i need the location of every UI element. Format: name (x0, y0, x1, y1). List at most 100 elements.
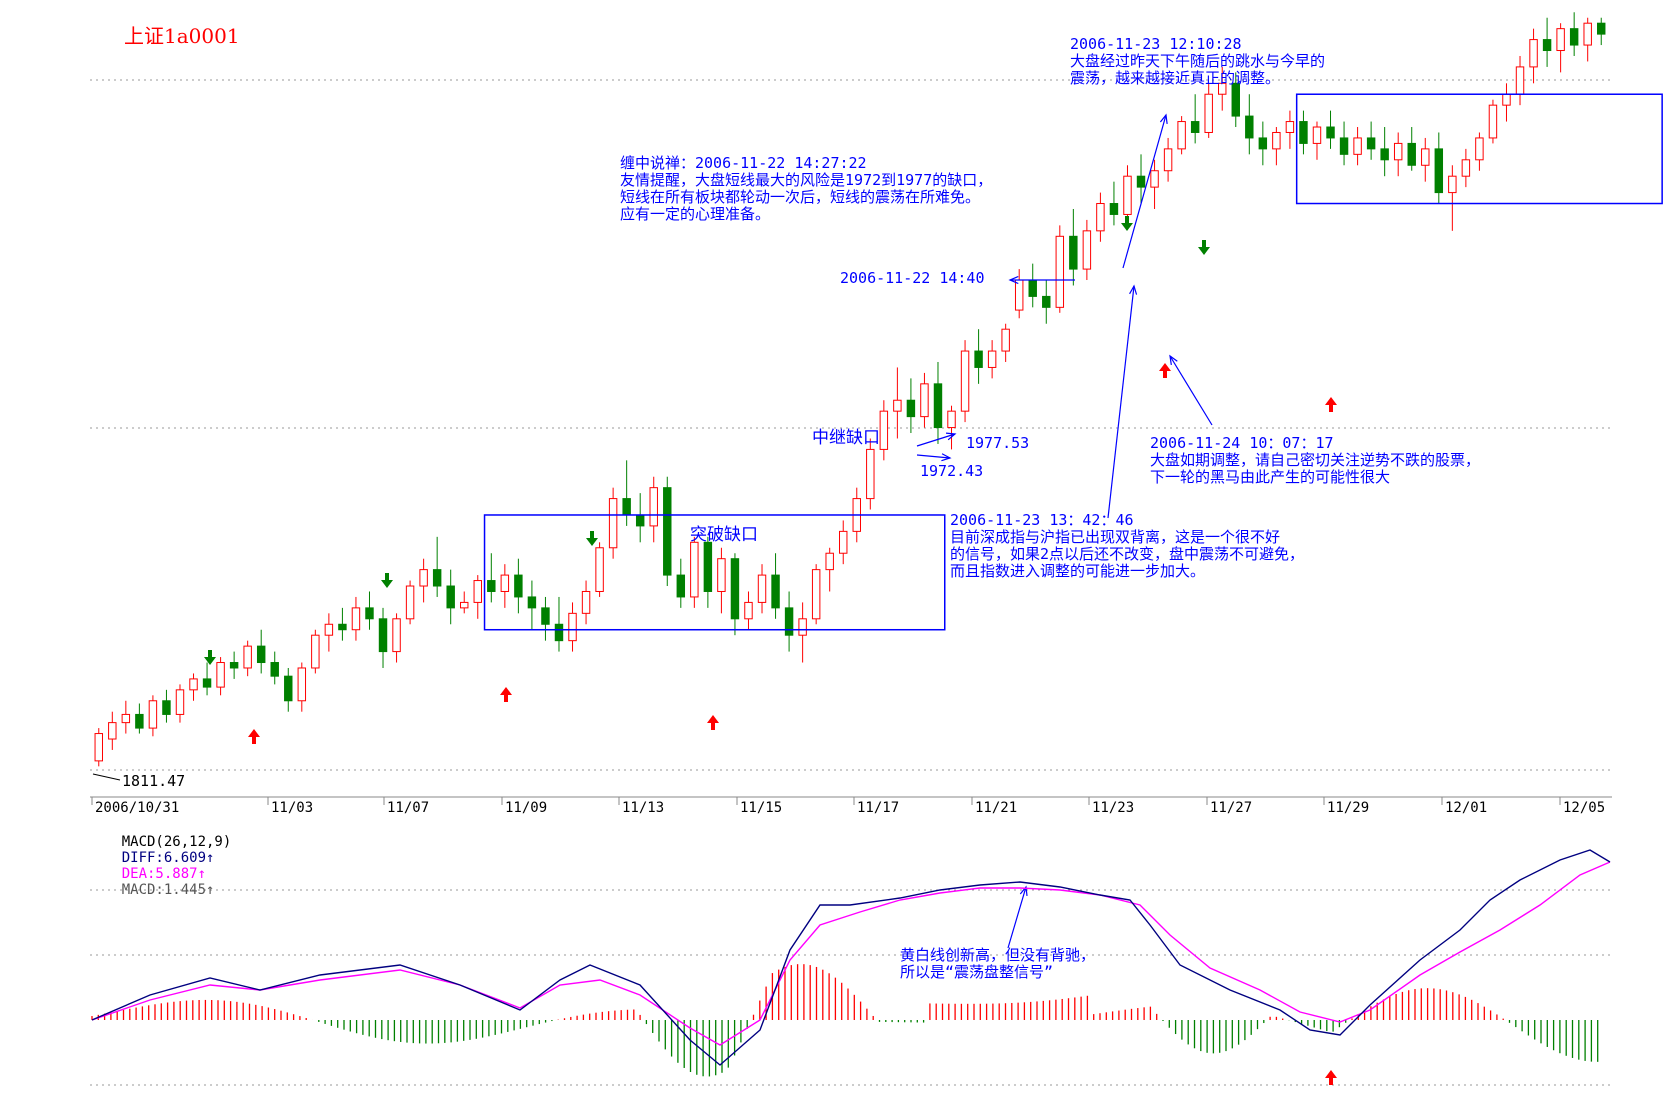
sell-arrow-shaft (1125, 216, 1129, 224)
candle-body (121, 713, 131, 724)
annotation-line: 震荡，越来越接近真正的调整。 (1070, 69, 1281, 87)
candle-body (1042, 295, 1051, 308)
buy-signal-arrow (1325, 1070, 1337, 1085)
candle-body (811, 569, 821, 620)
candle-body (229, 662, 239, 669)
candle-body (1475, 137, 1484, 161)
axis-tick-label: 12/05 (1563, 800, 1605, 816)
buy-arrow-shaft (252, 736, 256, 744)
candle-body (1177, 121, 1186, 150)
candle-body (1028, 279, 1037, 297)
candle-body (974, 350, 983, 368)
candle-body (1218, 82, 1227, 95)
candle-body (1096, 203, 1105, 232)
candle-body (256, 645, 266, 664)
candle-body (771, 574, 780, 609)
candle-body (541, 607, 550, 625)
sell-signal-arrow (586, 531, 598, 546)
candle-body (1312, 126, 1322, 144)
candle-body (1339, 137, 1349, 155)
annotation-line: 目前深成指与沪指已出现双背离，这是一个很不好 (950, 528, 1281, 546)
candle-body (1434, 148, 1444, 194)
buy-arrow-head (500, 687, 512, 695)
buy-signal-arrow (1325, 397, 1337, 412)
candle-body (1299, 121, 1308, 144)
annotation-line: 应有一定的心理准备。 (620, 205, 771, 223)
annotation-line: 大盘如期调整，请自己密切关注逆势不跌的股票， (1150, 451, 1481, 469)
buy-arrow-head (248, 729, 260, 737)
buy-arrow-head (707, 715, 719, 723)
candle-body (1109, 203, 1119, 215)
candle-body (446, 585, 455, 609)
annotation-line: 2006-11-23 13：42：46 (950, 511, 1134, 529)
consolidation-boxes (483, 93, 1663, 631)
macd-legend-dea: DEA:5.887 (121, 866, 198, 882)
candle-body (162, 700, 171, 715)
chart-title: 上证1a0001 (124, 24, 240, 48)
grid-lines (90, 79, 1612, 1086)
annotation-macd-note: 黄白线创新高，但没有背驰， 所以是“震荡盘整信号” (900, 947, 1095, 981)
candle-body (1380, 148, 1389, 161)
price-label-1977: 1977.53 (966, 434, 1030, 452)
candle-body (487, 580, 496, 592)
candle-body (216, 662, 225, 688)
candle-body (947, 410, 956, 429)
annotation-1123-1342: 2006-11-23 13：42：46 目前深成指与沪指已出现双背离，这是一个很不… (950, 512, 1304, 580)
candle-body (663, 487, 672, 576)
pointer-1122-1440-head (1008, 275, 1019, 285)
buy-signal-arrow (248, 729, 260, 744)
candle-body (1001, 328, 1010, 352)
candle-body (1448, 175, 1457, 194)
pointer-1123-1342 (1107, 285, 1135, 519)
candle-body (202, 678, 212, 688)
annotation-line: 缠中说禅：2006-11-22 14:27:22 (620, 154, 867, 172)
annotation-line: 2006-11-23 12:10:28 (1070, 35, 1242, 53)
pointer-macd-note (1007, 886, 1027, 949)
sell-arrow-shaft (385, 573, 389, 581)
candle-body (703, 541, 713, 592)
candle-body (1258, 137, 1268, 150)
annotation-line: 2006-11-24 10：07：17 (1150, 434, 1334, 452)
candle-body (635, 514, 645, 527)
sell-arrow-shaft (208, 650, 212, 658)
candle-body (419, 569, 428, 587)
annotation-line: 的信号，如果2点以后还不改变，盘中震荡不可避免， (950, 545, 1305, 563)
candlesticks (94, 12, 1606, 767)
candle-body (1136, 175, 1146, 188)
candle-body (460, 601, 469, 609)
candle-body (324, 623, 334, 636)
pointer-macd-note-head (1019, 885, 1028, 897)
axis-tick-label: 11/29 (1327, 800, 1369, 816)
candle-body (148, 700, 158, 729)
dea-line (91, 861, 1611, 1046)
pointer-1123-1210 (1122, 114, 1167, 269)
candle-body (1190, 121, 1200, 133)
axis-tick-label: 11/23 (1092, 800, 1134, 816)
candle-body (1014, 279, 1024, 311)
macd-panel (91, 849, 1611, 1077)
axis-tick-label: 11/07 (387, 800, 429, 816)
candle-body (432, 569, 442, 587)
candle-body (1529, 39, 1538, 68)
sell-signal-arrow (204, 650, 216, 665)
sell-signal-arrow (381, 573, 393, 588)
buy-arrow-shaft (1329, 1077, 1333, 1085)
axis-tick-label: 11/27 (1210, 800, 1252, 816)
candle-body (906, 399, 916, 418)
sell-signal-arrow (1121, 216, 1133, 231)
annotation-1122-1427: 缠中说禅：2006-11-22 14:27:22 友情提醒，大盘短线最大的风险是1… (620, 155, 992, 223)
annotation-line: 下一轮的黑马由此产生的可能性很大 (1150, 468, 1391, 486)
candle-body (243, 645, 252, 669)
candle-body (1421, 148, 1430, 166)
annotation-pointers (92, 113, 1213, 949)
annotation-line: 而且指数进入调整的可能进一步加大。 (950, 562, 1206, 580)
candle-body (893, 399, 902, 412)
candle-body (1597, 22, 1606, 35)
axis-tick-label: 11/09 (505, 800, 547, 816)
candle-body (960, 350, 970, 412)
annotation-line: 黄白线创新高，但没有背驰， (900, 946, 1096, 964)
annotation-line: 短线在所有板块都轮动一次后，短线的震荡在所难免。 (620, 188, 981, 206)
date-axis: 2006/10/31 11/03 11/07 11/09 11/13 11/15 11/17… (90, 796, 1612, 816)
candle-body (730, 558, 740, 620)
